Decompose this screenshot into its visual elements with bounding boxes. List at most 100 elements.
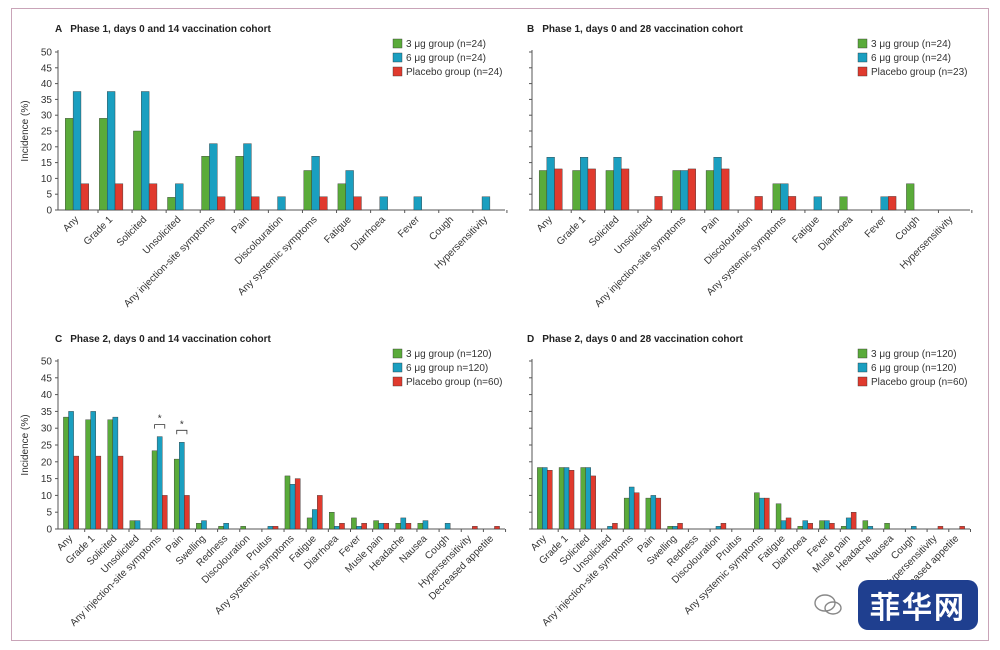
bar-g6 (813, 196, 822, 211)
bar-g3 (173, 458, 180, 530)
bar-placebo (339, 523, 345, 530)
significance-star: * (158, 414, 162, 425)
bar-g3 (129, 520, 136, 530)
bar-placebo (472, 526, 478, 530)
bar-g6 (413, 196, 422, 211)
panel-a: A Phase 1, days 0 and 14 vaccination coho… (20, 24, 508, 310)
bar-placebo (959, 526, 965, 530)
bar-g6 (759, 497, 765, 530)
bar-placebo (554, 168, 563, 211)
bar-g6 (650, 495, 657, 530)
legend-label: 6 μg group n=120) (406, 363, 488, 374)
panel-title: D Phase 2, days 0 and 28 vaccination coho… (527, 334, 744, 345)
watermark-logo: 菲华网 (858, 580, 978, 630)
bar-g6 (580, 157, 589, 211)
bar-g3 (862, 520, 869, 530)
bar-g3 (167, 197, 176, 211)
legend-swatch-placebo (392, 376, 403, 387)
bar-g3 (235, 156, 244, 211)
y-tick-label: 5 (46, 508, 52, 519)
y-tick-label: 30 (41, 424, 53, 435)
bar-placebo (568, 470, 575, 530)
bar-placebo (319, 196, 328, 211)
legend-swatch-placebo (857, 376, 868, 387)
bar-g3 (303, 170, 312, 211)
panel-b: B Phase 1, days 0 and 28 vaccination coho… (527, 24, 973, 310)
category-label: Fever (863, 214, 889, 240)
bar-g6 (179, 442, 185, 530)
panel-title: C Phase 2, days 0 and 14 vaccination coho… (55, 334, 272, 345)
bar-g3 (133, 130, 142, 211)
bar-g3 (884, 523, 890, 530)
bar-placebo (317, 495, 323, 530)
bar-g6 (400, 517, 407, 530)
legend-label: 6 μg group (n=120) (871, 363, 957, 374)
bar-placebo (80, 183, 89, 211)
category-label: Fatigue (322, 214, 354, 246)
bar-g6 (824, 520, 830, 530)
bar-g6 (845, 517, 852, 530)
legend-swatch-g6 (392, 52, 403, 63)
y-tick-label: 45 (41, 373, 53, 384)
bar-g3 (775, 503, 782, 530)
bar-g6 (277, 196, 286, 211)
bar-g6 (880, 196, 889, 211)
bar-g6 (156, 436, 163, 530)
bar-g6 (422, 520, 429, 530)
bar-g6 (175, 183, 184, 211)
legend-swatch-g3 (857, 38, 868, 49)
legend-swatch-g6 (857, 52, 868, 63)
legend-label: Placebo group (n=60) (406, 377, 502, 388)
bar-g3 (329, 512, 335, 530)
bar-g6 (72, 91, 82, 211)
bar-placebo (788, 196, 797, 211)
y-tick-label: 10 (41, 491, 53, 502)
bar-placebo (251, 196, 260, 211)
y-tick-label: 50 (41, 357, 53, 368)
category-label: Diarrhoea (349, 214, 388, 253)
bar-g3 (201, 156, 210, 211)
bar-g6 (628, 486, 635, 530)
y-tick-label: 35 (41, 407, 53, 418)
panel-c: C Phase 2, days 0 and 14 vaccination coho… (20, 334, 507, 629)
bar-g6 (356, 526, 362, 530)
category-label: Grade 1 (82, 214, 116, 248)
bar-g3 (667, 526, 673, 530)
legend-swatch-g6 (857, 362, 868, 373)
y-tick-label: 15 (41, 158, 53, 169)
bar-g3 (337, 183, 346, 211)
bar-placebo (73, 455, 79, 530)
y-tick-label: 20 (41, 457, 53, 468)
legend-label: 3 μg group (n=24) (406, 39, 486, 50)
bar-placebo (494, 526, 500, 530)
bar-g3 (645, 497, 652, 530)
panel-letter: A (55, 24, 62, 35)
bar-g6 (134, 520, 141, 530)
bar-g3 (839, 196, 848, 211)
bar-g3 (65, 118, 74, 211)
category-label: Any (61, 214, 81, 234)
legend-swatch-g3 (392, 348, 403, 359)
bar-placebo (654, 196, 663, 211)
legend-swatch-placebo (392, 66, 403, 77)
y-tick-label: 25 (41, 441, 53, 452)
bar-g6 (311, 156, 320, 211)
bar-g3 (580, 467, 586, 530)
legend-label: Placebo group (n=23) (871, 67, 967, 78)
y-tick-label: 35 (41, 95, 53, 106)
significance-bracket (176, 429, 188, 435)
bar-g3 (85, 419, 91, 530)
bar-g6 (542, 467, 548, 530)
category-label: Pain (700, 214, 722, 236)
category-label: Solicited (115, 214, 150, 249)
bar-g6 (334, 526, 340, 530)
bar-g3 (538, 170, 548, 211)
legend-label: 6 μg group (n=24) (406, 53, 486, 64)
bar-g6 (267, 526, 274, 530)
bar-placebo (612, 523, 618, 530)
y-tick-label: 0 (46, 525, 52, 536)
legend-swatch-g3 (857, 348, 868, 359)
bar-g6 (680, 170, 689, 211)
category-label: Any (535, 214, 555, 234)
bar-g3 (284, 475, 291, 530)
